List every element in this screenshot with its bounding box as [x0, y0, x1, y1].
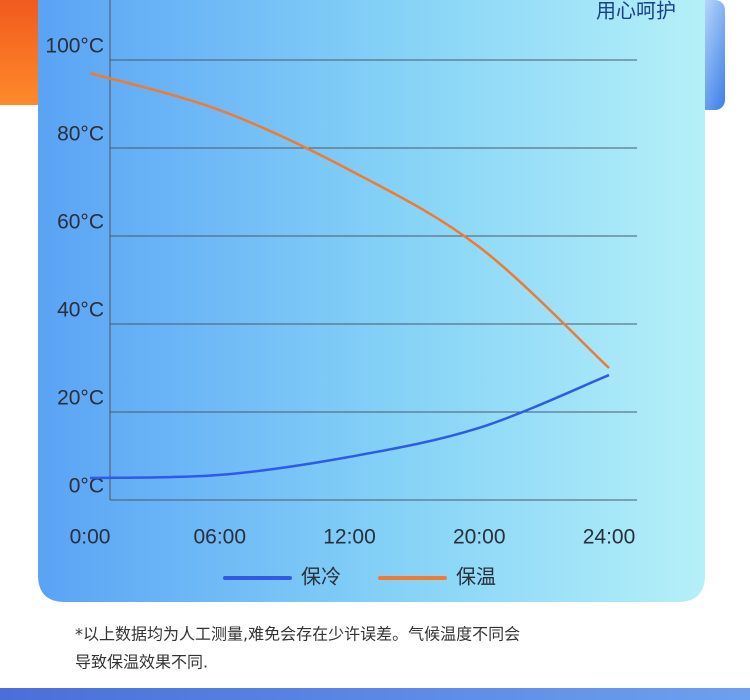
x-tick-label: 0:00: [70, 526, 111, 549]
y-tick-label: 60°C: [57, 211, 104, 234]
x-tick-label: 06:00: [193, 526, 246, 549]
decor-bottom: [0, 688, 750, 700]
chart-panel: [38, 0, 705, 602]
x-tick-label: 20:00: [453, 526, 506, 549]
y-tick-label: 80°C: [57, 123, 104, 146]
footnote: 导致保温效果不同.: [75, 653, 208, 672]
y-tick-label: 100°C: [45, 35, 104, 58]
footnote: *以上数据均为人工测量,难免会存在少许误差。气候温度不同会: [75, 625, 520, 644]
series-line: [89, 373, 610, 480]
header-tag: 用心呵护: [596, 0, 676, 23]
legend-label: 保温: [456, 565, 496, 589]
series-line: [89, 71, 610, 369]
y-tick-label: 0°C: [69, 475, 104, 498]
y-tick-label: 40°C: [57, 299, 104, 322]
decor-left: [0, 0, 45, 105]
x-tick-label: 12:00: [323, 526, 376, 549]
legend-label: 保冷: [301, 565, 341, 589]
y-tick-label: 20°C: [57, 387, 104, 410]
x-tick-label: 24:00: [583, 526, 636, 549]
